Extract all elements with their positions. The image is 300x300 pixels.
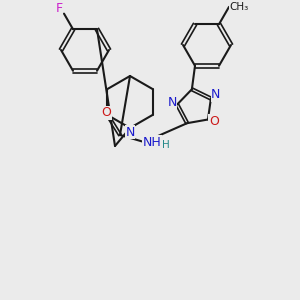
- Text: N: N: [125, 125, 135, 139]
- Text: N: N: [167, 96, 177, 109]
- Text: CH₃: CH₃: [230, 2, 249, 12]
- Text: O: O: [101, 106, 111, 119]
- Text: H: H: [162, 140, 170, 150]
- Text: N: N: [211, 88, 220, 101]
- Text: F: F: [56, 2, 63, 15]
- Text: NH: NH: [142, 136, 161, 148]
- Text: O: O: [209, 115, 219, 128]
